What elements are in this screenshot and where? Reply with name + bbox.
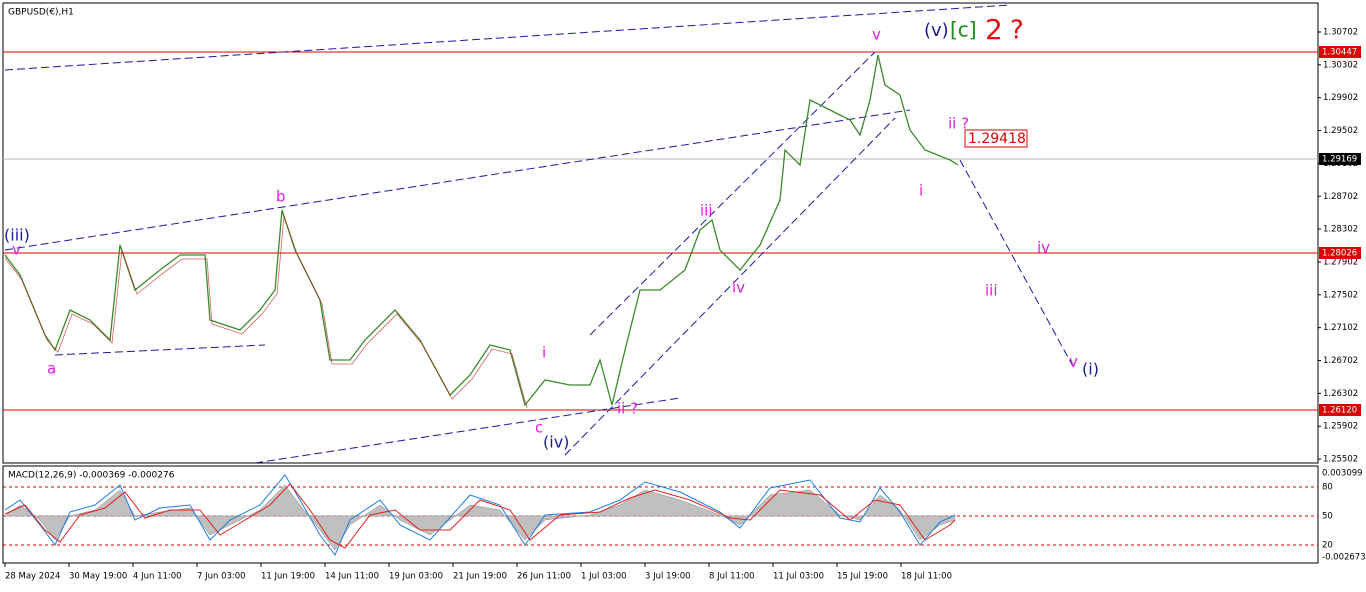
wave-label: v (12, 241, 21, 259)
wave-label: i (542, 344, 546, 362)
channels (4, 4, 1076, 464)
price-tick-label: 1.26302 (1323, 389, 1358, 399)
date-label: 19 Jun 03:00 (389, 572, 443, 582)
macd-scale: -0.002673 (1322, 553, 1366, 563)
wave-label: (v) (924, 20, 949, 41)
wave-label: ii ? (617, 400, 638, 418)
wave-label: iii (985, 282, 998, 300)
level-tag (1319, 247, 1361, 259)
level-label: 1.30447 (1322, 48, 1357, 58)
current-price: 1.29169 (1322, 155, 1357, 165)
price-tick-label: 1.29502 (1323, 126, 1358, 136)
wave-label: (i) (1082, 360, 1099, 379)
wave-label: a (47, 360, 56, 378)
date-label: 11 Jul 03:00 (773, 572, 824, 582)
price-tick-label: 1.27902 (1323, 257, 1358, 267)
price-tick-label: 1.27502 (1323, 290, 1358, 300)
current-tag (1319, 153, 1361, 165)
price-path (4, 54, 959, 407)
date-label: 3 Jul 19:00 (645, 572, 691, 582)
wave-label: i (919, 182, 923, 200)
date-label: 4 Jun 11:00 (133, 572, 182, 582)
date-label: 1 Jul 03:00 (581, 572, 627, 582)
wave-label: (iii) (4, 226, 30, 245)
wave-label: v (1069, 353, 1078, 371)
price-tick-label: 1.28302 (1323, 225, 1358, 235)
wave-label: ii ? (948, 115, 969, 133)
date-label: 7 Jun 03:00 (197, 572, 246, 582)
wave-label: c (535, 419, 543, 437)
marker-price: 1.29418 (968, 131, 1026, 147)
price-tick-label: 1.25502 (1323, 455, 1358, 465)
price-path-shadow (4, 215, 528, 409)
symbol-title: GBPUSD(€),H1 (8, 8, 74, 18)
price-tick-label: 1.29902 (1323, 93, 1358, 103)
wave-label: [c] (950, 18, 977, 42)
date-label: 8 Jul 11:00 (709, 572, 755, 582)
price-tick-label: 1.30702 (1323, 28, 1358, 38)
wave-label: iv (1037, 239, 1050, 257)
level-label: 1.28026 (1322, 249, 1357, 259)
wave-label: v (872, 26, 881, 44)
main-panel (2, 2, 1319, 464)
price-tick-label: 1.26702 (1323, 356, 1358, 366)
macd-scale: 80 (1322, 483, 1333, 493)
date-label: 14 Jun 11:00 (325, 572, 379, 582)
level-label: 1.26120 (1322, 406, 1357, 416)
date-label: 30 May 19:00 (69, 572, 127, 582)
wave-label: b (276, 188, 286, 206)
price-tick-label: 1.27102 (1323, 323, 1358, 333)
price-tick-label: 1.28702 (1323, 192, 1358, 202)
macd-scale: 0.003099 (1322, 469, 1363, 479)
macd-signal (4, 483, 956, 549)
date-label: 21 Jun 19:00 (453, 572, 507, 582)
price-tick-label: 1.30302 (1323, 60, 1358, 70)
wave-label: 2 (985, 13, 1003, 46)
date-axis: 28 May 2024 30 May 19:00 4 Jun 11:00 7 Jun … (4, 563, 952, 582)
macd-label: MACD(12,26,9) -0.000369 -0.000276 (8, 471, 175, 481)
wave-label: (iv) (543, 433, 569, 452)
date-label: 11 Jun 19:00 (261, 572, 315, 582)
date-label: 18 Jul 11:00 (901, 572, 952, 582)
marker-box (964, 129, 1028, 148)
macd-scale: 50 (1322, 512, 1333, 522)
level-tag (1319, 404, 1361, 416)
price-tick-label: 1.25902 (1323, 422, 1358, 432)
macd-scale: 20 (1322, 541, 1333, 551)
date-label: 28 May 2024 (5, 572, 60, 582)
date-label: 15 Jul 19:00 (837, 572, 888, 582)
date-label: 26 Jun 11:00 (517, 572, 571, 582)
wave-label: iii (700, 202, 713, 220)
level-tag (1319, 46, 1361, 58)
wave-label: ? (1010, 16, 1024, 46)
wave-label: iv (732, 279, 745, 297)
price-axis: 1.307021.303021.299021.295021.291021.287… (1318, 28, 1358, 465)
